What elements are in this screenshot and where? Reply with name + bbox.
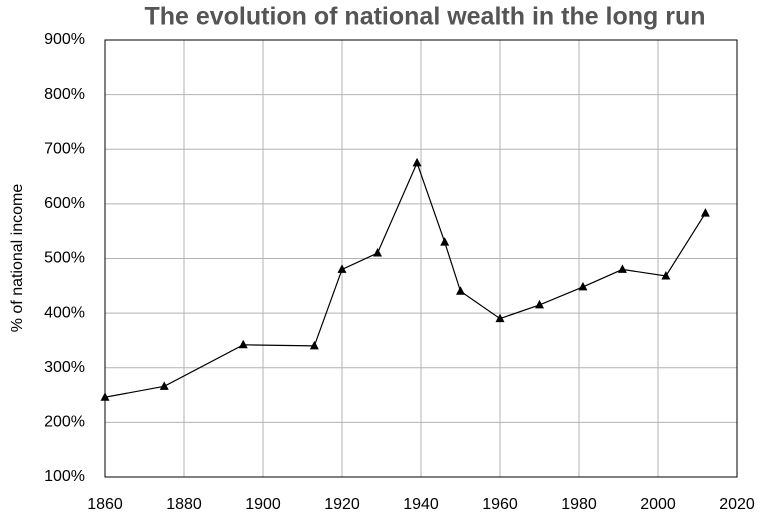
data-marker [100,392,110,401]
data-marker [337,264,347,273]
data-marker [309,340,319,350]
data-marker [456,286,465,295]
x-tick-label: 1960 [482,496,518,513]
data-marker [495,313,505,323]
data-marker [700,208,710,217]
data-marker [159,381,169,390]
x-tick-label: 1940 [403,496,439,513]
y-tick-label: 500% [44,250,85,267]
y-tick-label: 700% [44,140,85,157]
y-axis-label: % of national income [9,184,26,333]
x-tick-label: 2020 [719,496,755,513]
data-marker [412,157,422,167]
chart-title: The evolution of national wealth in the … [144,3,705,31]
x-tick-label: 1880 [166,496,202,513]
data-marker [440,237,450,246]
data-marker [373,248,383,257]
data-marker [535,299,544,309]
y-tick-label: 300% [44,359,85,376]
y-tick-label: 800% [44,86,85,103]
y-tick-label: 100% [44,468,85,485]
data-line [104,161,706,398]
x-tick-label: 1860 [87,496,123,513]
x-tick-label: 1920 [324,496,360,513]
x-tick-label: 2000 [640,496,676,513]
plot-frame [104,39,738,478]
y-tick-label: 400% [44,304,85,321]
y-tick-label: 900% [44,31,85,48]
x-tick-label: 1980 [561,496,597,513]
data-marker [661,270,671,280]
y-tick-label: 600% [44,195,85,212]
data-marker [617,264,627,273]
y-tick-label: 200% [44,414,85,431]
x-tick-label: 1900 [245,496,281,513]
data-marker [578,281,588,291]
data-marker [238,339,248,349]
